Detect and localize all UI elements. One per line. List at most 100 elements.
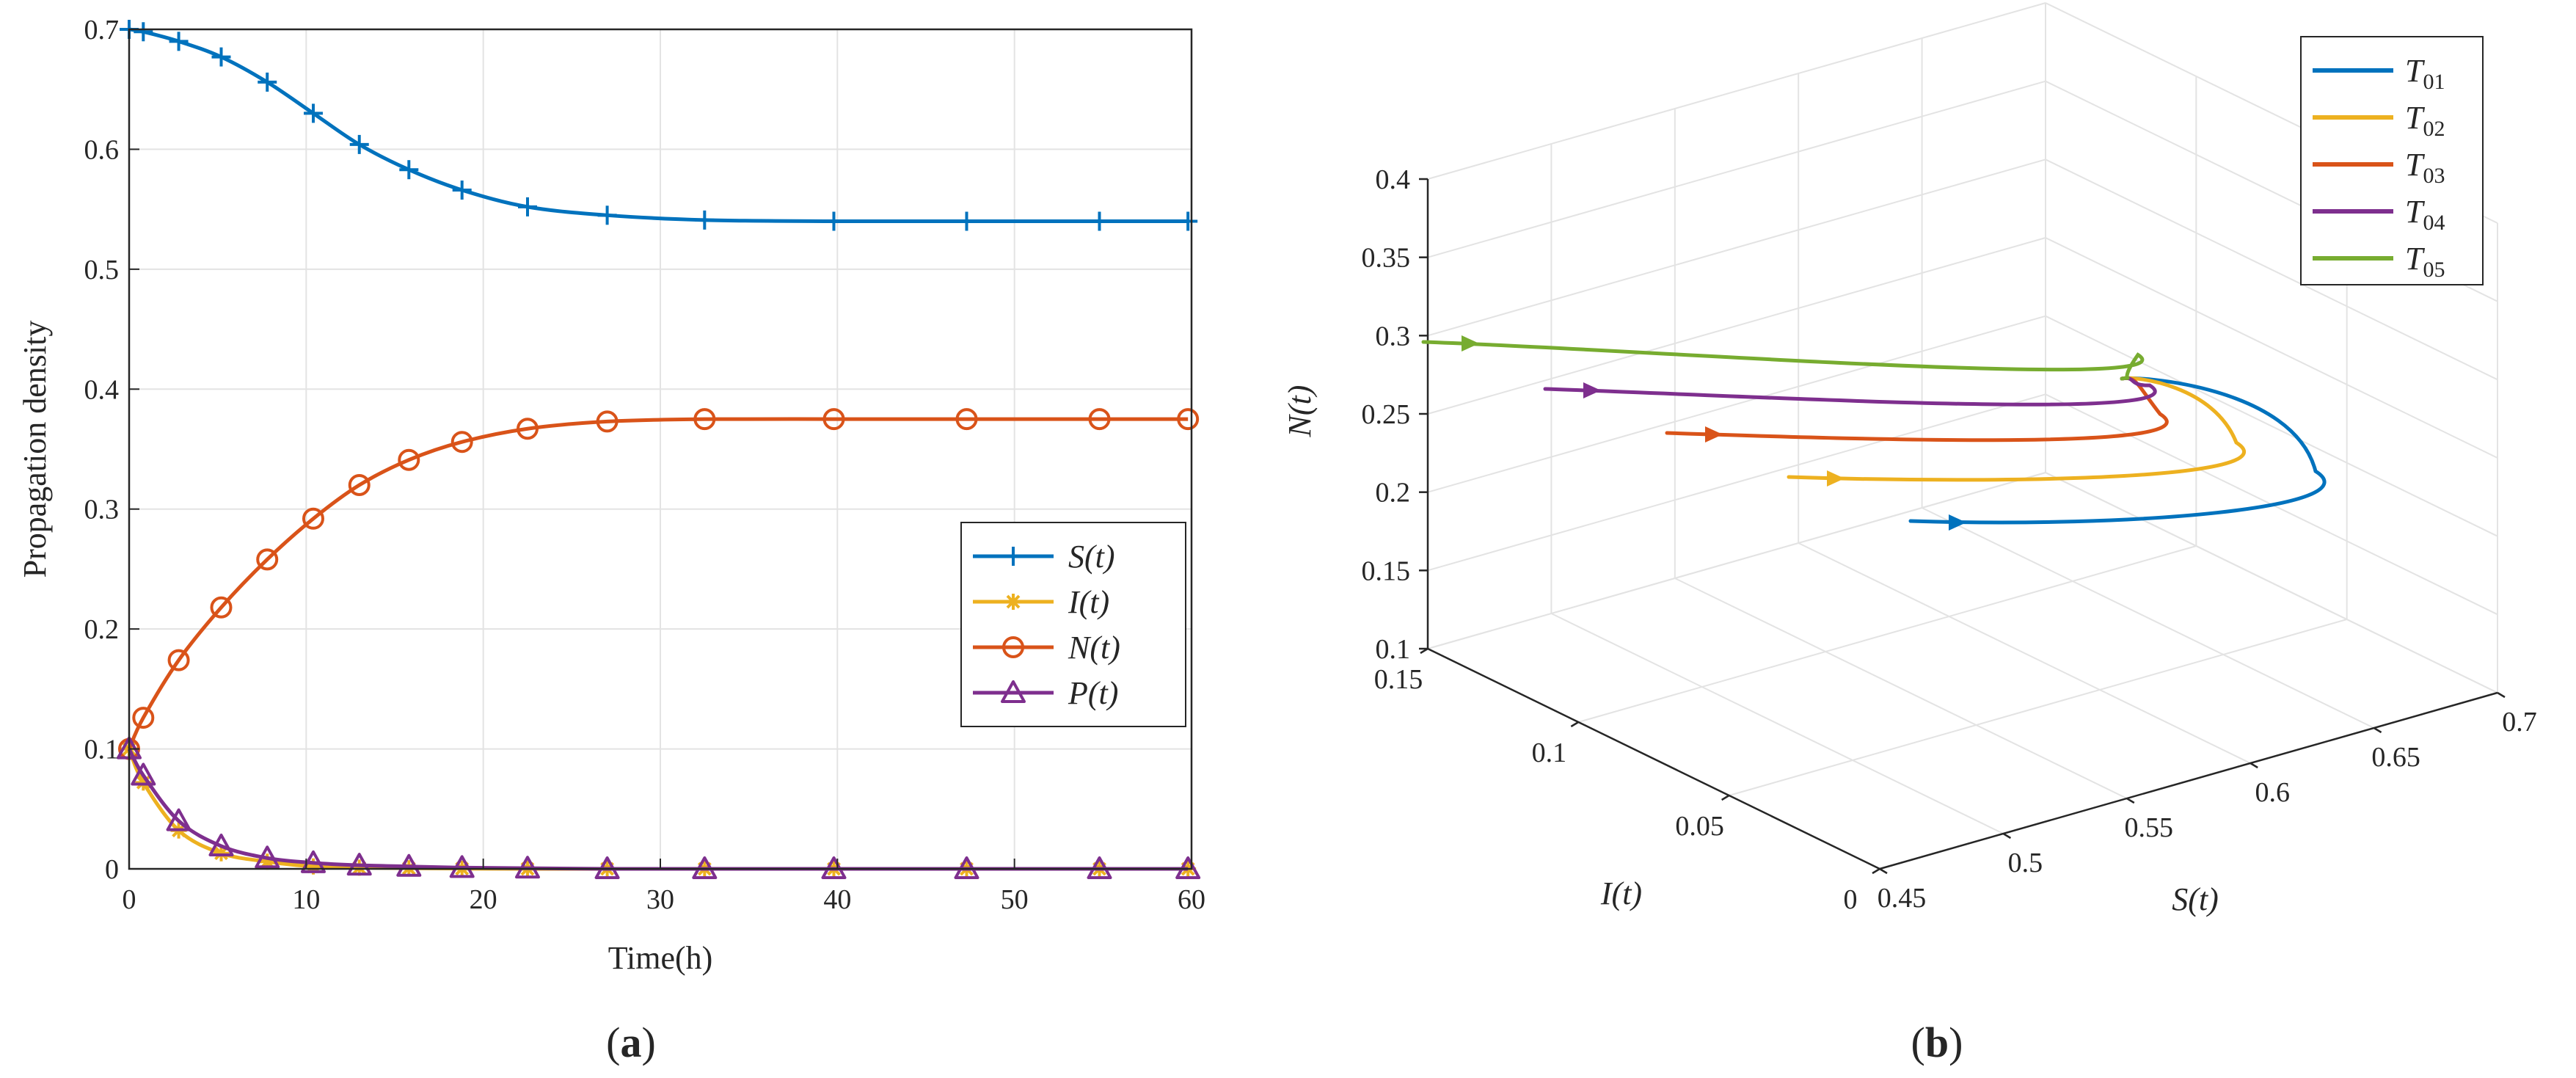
panel-b-gridline bbox=[1427, 2, 2046, 180]
panel-b-z-tick-label: 0.15 bbox=[1362, 556, 1411, 586]
panel-a-lines bbox=[117, 20, 1201, 879]
panel-b-legend-label-base: T bbox=[2405, 147, 2426, 183]
panel-b-s-tick-mark bbox=[2250, 762, 2258, 769]
panel-b-gridline bbox=[1798, 542, 2251, 764]
panel-a-point-P bbox=[449, 855, 475, 878]
panel-b-direction-arrow-T02 bbox=[1827, 470, 1845, 487]
panel-a-point-S bbox=[169, 32, 189, 51]
panel-a-point-P bbox=[954, 856, 979, 879]
panel-a-point-S bbox=[349, 134, 369, 154]
panel-a-caption: (a) bbox=[606, 1019, 656, 1066]
panel-b-gridline bbox=[1922, 507, 2375, 729]
panel-a-point-P bbox=[1087, 856, 1112, 879]
panel-b-legend-box bbox=[2300, 36, 2484, 285]
panel-a-legend: S(t) I(t) N(t) P(t) bbox=[960, 522, 1186, 727]
panel-b-gridline bbox=[2045, 237, 2498, 459]
panel-a-x-tick-label: 50 bbox=[1001, 884, 1029, 915]
panel-a-point-N bbox=[132, 707, 155, 729]
panel-b-caption: (b) bbox=[1911, 1019, 1963, 1066]
panel-b-legend-label-base: T bbox=[2405, 241, 2426, 277]
panel-a-y-tick-label: 0.2 bbox=[84, 614, 120, 645]
panel-a-legend-label: S(t) bbox=[1068, 539, 1115, 575]
panel-a-point-P bbox=[255, 845, 280, 869]
panel-b-legend-label-sub: 01 bbox=[2423, 70, 2445, 94]
panel-b-i-tick-label: 0.1 bbox=[1532, 738, 1567, 768]
panel-a-legend-marker bbox=[1005, 594, 1021, 610]
panel-b-legend-label: T04 bbox=[2405, 194, 2445, 235]
panel-b-trajectory-T01 bbox=[1908, 376, 2327, 525]
panel-b-s-tick-label: 0.6 bbox=[2255, 777, 2290, 808]
panel-a-point-P bbox=[166, 808, 191, 831]
panel-a-point-N bbox=[450, 431, 473, 454]
panel-b-legend-label: T02 bbox=[2405, 100, 2445, 141]
panel-b-z-label: N(t) bbox=[1282, 385, 1318, 438]
panel-b-s-tick-label: 0.5 bbox=[2008, 848, 2043, 878]
panel-a-point-N bbox=[1177, 408, 1200, 431]
panel-b-i-tick-mark bbox=[1721, 794, 1730, 801]
panel-b-s-tick-mark bbox=[1879, 867, 1888, 875]
panel-a-point-N bbox=[256, 548, 279, 571]
panel-a-x-tick-label: 0 bbox=[123, 884, 136, 915]
panel-b-trajectory-T03 bbox=[1665, 376, 2169, 443]
panel-b-lines bbox=[1421, 335, 2327, 531]
panel-a-point-P bbox=[1175, 856, 1201, 879]
panel-a-y-tick-label: 0 bbox=[105, 854, 119, 885]
panel-b-3d-trajectories: 0.450.50.550.60.650.700.050.10.150.10.15… bbox=[1282, 2, 2537, 1066]
panel-b-gridline bbox=[1674, 578, 2128, 799]
panel-b-gridline bbox=[1729, 619, 2347, 796]
panel-a-point-N bbox=[596, 410, 619, 433]
panel-b-i-tick-mark bbox=[1872, 867, 1880, 875]
panel-a-legend-marker bbox=[1004, 547, 1023, 566]
panel-a-point-N bbox=[693, 408, 716, 431]
panel-b-s-tick-label: 0.7 bbox=[2502, 707, 2537, 738]
panel-b-gridline bbox=[1427, 80, 2046, 258]
panel-a-x-label: Time(h) bbox=[608, 940, 713, 976]
panel-a-point-S bbox=[258, 72, 277, 92]
panel-b-y-label: I(t) bbox=[1600, 875, 1642, 911]
panel-a-point-P bbox=[515, 856, 540, 879]
panel-b-gridline bbox=[1578, 545, 2197, 723]
panel-a-y-tick-label: 0.5 bbox=[84, 255, 120, 285]
panel-a-point-P bbox=[396, 853, 422, 877]
panel-a-y-tick-label: 0.7 bbox=[84, 15, 120, 45]
panel-b-i-axis bbox=[1427, 647, 1880, 870]
panel-b-s-tick-mark bbox=[2002, 832, 2012, 840]
panel-b-gridline bbox=[1427, 472, 2046, 649]
panel-a-y-ticks: 0 0.1 0.2 0.3 0.4 0.5 0.6 0.7 bbox=[84, 15, 139, 885]
panel-a-point-N bbox=[348, 474, 371, 497]
panel-a-legend-marker bbox=[1002, 636, 1024, 658]
panel-b-legend-label: T01 bbox=[2405, 53, 2445, 94]
panel-b-s-tick-mark bbox=[2126, 797, 2135, 804]
panel-a-point-S bbox=[1090, 211, 1109, 231]
panel-a-point-P bbox=[300, 850, 326, 873]
panel-b-i-tick-label: 0.15 bbox=[1374, 664, 1423, 695]
panel-a-time-series: 0 10 20 30 40 50 60 0 0.1 0.2 0.3 0.4 0.5 0.6 0.7 Tim… bbox=[17, 15, 1205, 1066]
panel-b-direction-arrow-T03 bbox=[1705, 426, 1723, 443]
panel-a-legend-marker bbox=[1001, 680, 1026, 703]
panel-b-gridline bbox=[1427, 315, 2046, 493]
panel-a-point-N bbox=[398, 448, 420, 471]
panel-b-legend-label-base: T bbox=[2405, 100, 2426, 136]
panel-a-x-tick-label: 30 bbox=[646, 884, 674, 915]
panel-a-point-P bbox=[131, 762, 156, 786]
panel-a-x-ticks: 0 10 20 30 40 50 60 bbox=[123, 859, 1205, 915]
panel-a-legend-label: I(t) bbox=[1068, 584, 1109, 620]
panel-a-point-S bbox=[824, 211, 844, 231]
panel-b-direction-arrow-T01 bbox=[1949, 514, 1966, 531]
panel-b-s-axis bbox=[1879, 691, 2498, 870]
panel-b-legend-label-sub: 03 bbox=[2423, 164, 2445, 188]
panel-b-legend-label-sub: 04 bbox=[2423, 211, 2445, 235]
panel-b-legend-label-base: T bbox=[2405, 53, 2426, 89]
panel-a-x-tick-label: 10 bbox=[292, 884, 320, 915]
panel-b-trajectory-T05 bbox=[1421, 340, 2145, 381]
panel-a-y-label: Propagation density bbox=[17, 321, 53, 578]
panel-b-s-tick-mark bbox=[2497, 691, 2506, 699]
panel-b-legend-label: T03 bbox=[2405, 147, 2445, 188]
panel-a-point-P bbox=[346, 853, 372, 876]
panel-a-legend-label: N(t) bbox=[1068, 630, 1120, 666]
panel-b-gridline bbox=[1550, 613, 2004, 834]
panel-a-point-N bbox=[1088, 408, 1111, 431]
panel-a-series-line-N bbox=[127, 417, 1189, 750]
panel-a-point-S bbox=[1178, 211, 1198, 231]
panel-a-point-S bbox=[518, 197, 537, 216]
